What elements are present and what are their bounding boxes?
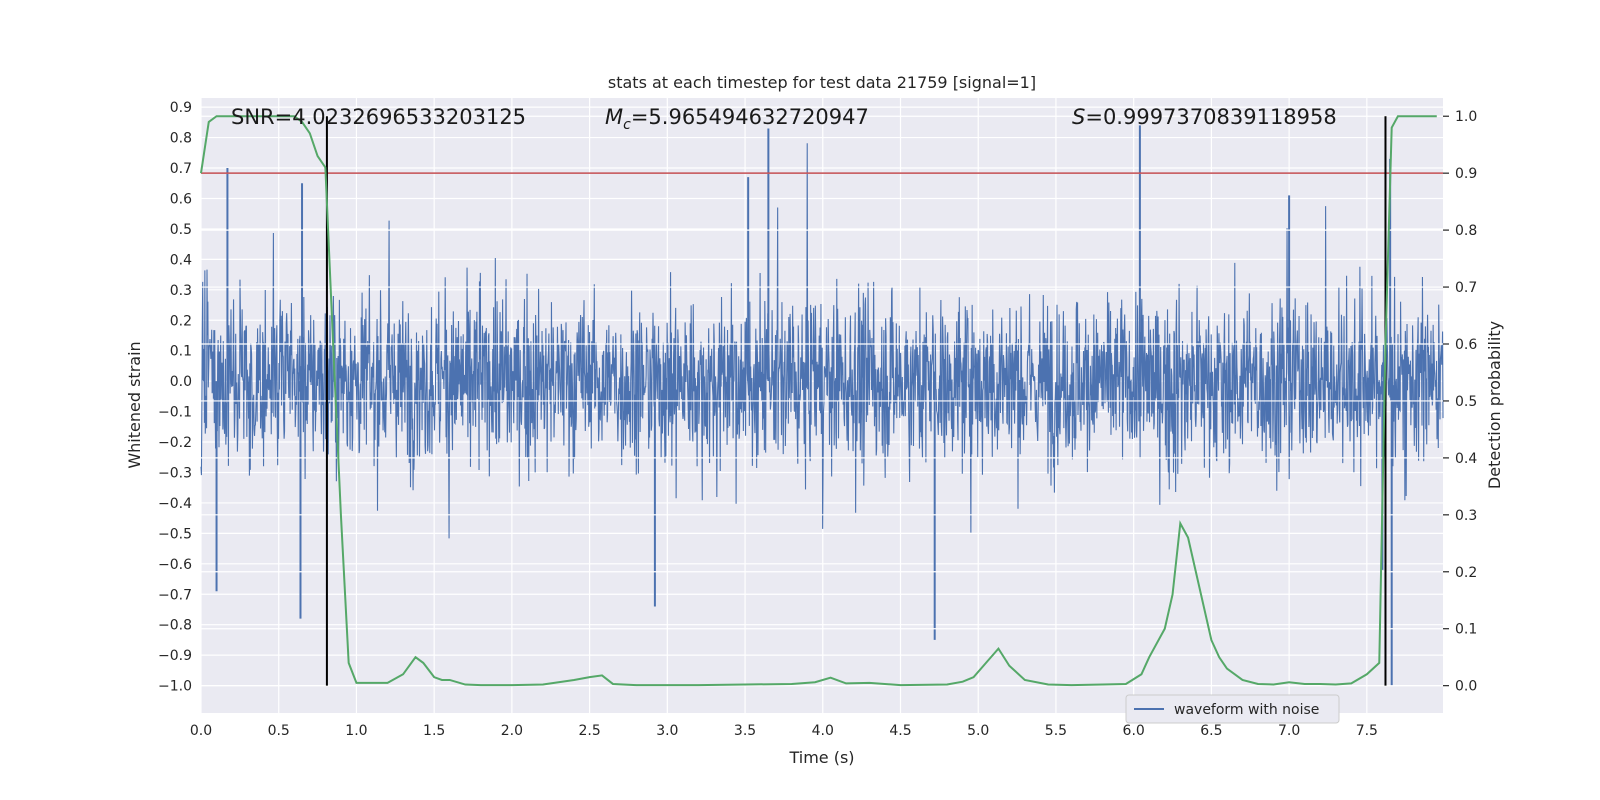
x-tick-label: 6.5 (1200, 723, 1222, 739)
y2-tick-label: 0.1 (1455, 622, 1477, 638)
y-tick-label: 0.5 (170, 222, 192, 238)
y2-tick-label: 0.2 (1455, 565, 1477, 581)
chirp-mass-symbol: M (605, 105, 623, 129)
y2-tick-label: 0.8 (1455, 223, 1477, 239)
y-tick-label: 0.8 (170, 131, 192, 147)
y-tick-label: 0.3 (170, 283, 192, 299)
chart-title: stats at each timestep for test data 217… (608, 73, 1036, 92)
y-tick-label: −1.0 (158, 679, 192, 695)
x-tick-label: 2.0 (501, 723, 523, 739)
x-tick-label: 4.0 (812, 723, 834, 739)
x-tick-label: 5.0 (967, 723, 989, 739)
y-tick-label: −0.4 (158, 496, 192, 512)
snr-annotation: SNR=4.0232696533203125 (231, 105, 526, 129)
x-tick-label: 7.0 (1278, 723, 1300, 739)
y-tick-label: 0.7 (170, 161, 192, 177)
y2-tick-label: 0.6 (1455, 337, 1477, 353)
y-tick-label: −0.1 (158, 405, 192, 421)
score-symbol: S (1072, 105, 1085, 129)
y-tick-label: −0.8 (158, 618, 192, 634)
x-tick-label: 4.5 (889, 723, 911, 739)
y-tick-label: 0.6 (170, 191, 192, 207)
x-tick-label: 5.5 (1045, 723, 1067, 739)
y-tick-label: −0.2 (158, 435, 192, 451)
y-tick-label: 0.9 (170, 100, 192, 116)
chirp-mass-value: =5.965494632720947 (631, 105, 869, 129)
legend-box (1125, 694, 1340, 724)
x-tick-label: 3.5 (734, 723, 756, 739)
y2-tick-label: 0.3 (1455, 508, 1477, 524)
y2-axis-label: Detection probability (1485, 321, 1504, 489)
x-tick-labels: 0.0 0.5 1.0 1.5 2.0 2.5 3.0 3.5 4.0 4.5 5.0 5.5 6.0 6… (190, 723, 1378, 739)
legend-label: waveform with noise (1174, 702, 1319, 718)
y2-tick-label: 0.9 (1455, 166, 1477, 182)
x-tick-label: 1.0 (345, 723, 367, 739)
chirp-mass-annotation: Mc=5.965494632720947 (605, 105, 869, 133)
y-tick-label: −0.3 (158, 465, 192, 481)
x-tick-label: 6.0 (1123, 723, 1145, 739)
x-tick-label: 1.5 (423, 723, 445, 739)
strain-line (200, 143, 1444, 539)
x-tick-label: 7.5 (1356, 723, 1378, 739)
x-axis-label: Time (s) (788, 748, 854, 767)
y-tick-label: 0.2 (170, 313, 192, 329)
y-tick-label: −0.6 (158, 557, 192, 573)
x-tick-label: 2.5 (578, 723, 600, 739)
x-tick-label: 0.0 (190, 723, 212, 739)
score-value: =0.9997370839118958 (1085, 105, 1336, 129)
x-tick-label: 0.5 (268, 723, 290, 739)
y-axis-label: Whitened strain (125, 341, 144, 468)
y2-tick-label: 0.0 (1455, 679, 1477, 695)
score-annotation: S=0.9997370839118958 (1072, 105, 1337, 129)
y2-tick-label: 0.7 (1455, 280, 1477, 296)
y-tick-label: 0.0 (170, 374, 192, 390)
probability-line (200, 115, 1437, 687)
y-tick-label: 0.4 (170, 252, 192, 268)
y2-tick-label: 0.5 (1455, 394, 1477, 410)
y-tick-label: −0.9 (158, 648, 192, 664)
x-tick-label: 3.0 (656, 723, 678, 739)
y2-tick-label: 0.4 (1455, 451, 1477, 467)
y-tick-label: −0.5 (158, 526, 192, 542)
y-tick-labels: −1.0 −0.9 −0.8 −0.7 −0.6 −0.5 −0.4 −0.3 −0.2 −0.1… (158, 100, 192, 694)
chirp-mass-subscript: c (623, 117, 631, 133)
legend: waveform with noise (1125, 694, 1340, 724)
y2-tick-labels: 0.0 0.1 0.2 0.3 0.4 0.5 0.6 0.7 0.8 0.9 1.0 (1443, 109, 1477, 695)
y2-gridlines (201, 115, 1443, 687)
probability-series (200, 115, 1437, 687)
y-tick-label: −0.7 (158, 587, 192, 603)
y2-tick-label: 1.0 (1455, 109, 1477, 125)
y-tick-label: 0.1 (170, 344, 192, 360)
